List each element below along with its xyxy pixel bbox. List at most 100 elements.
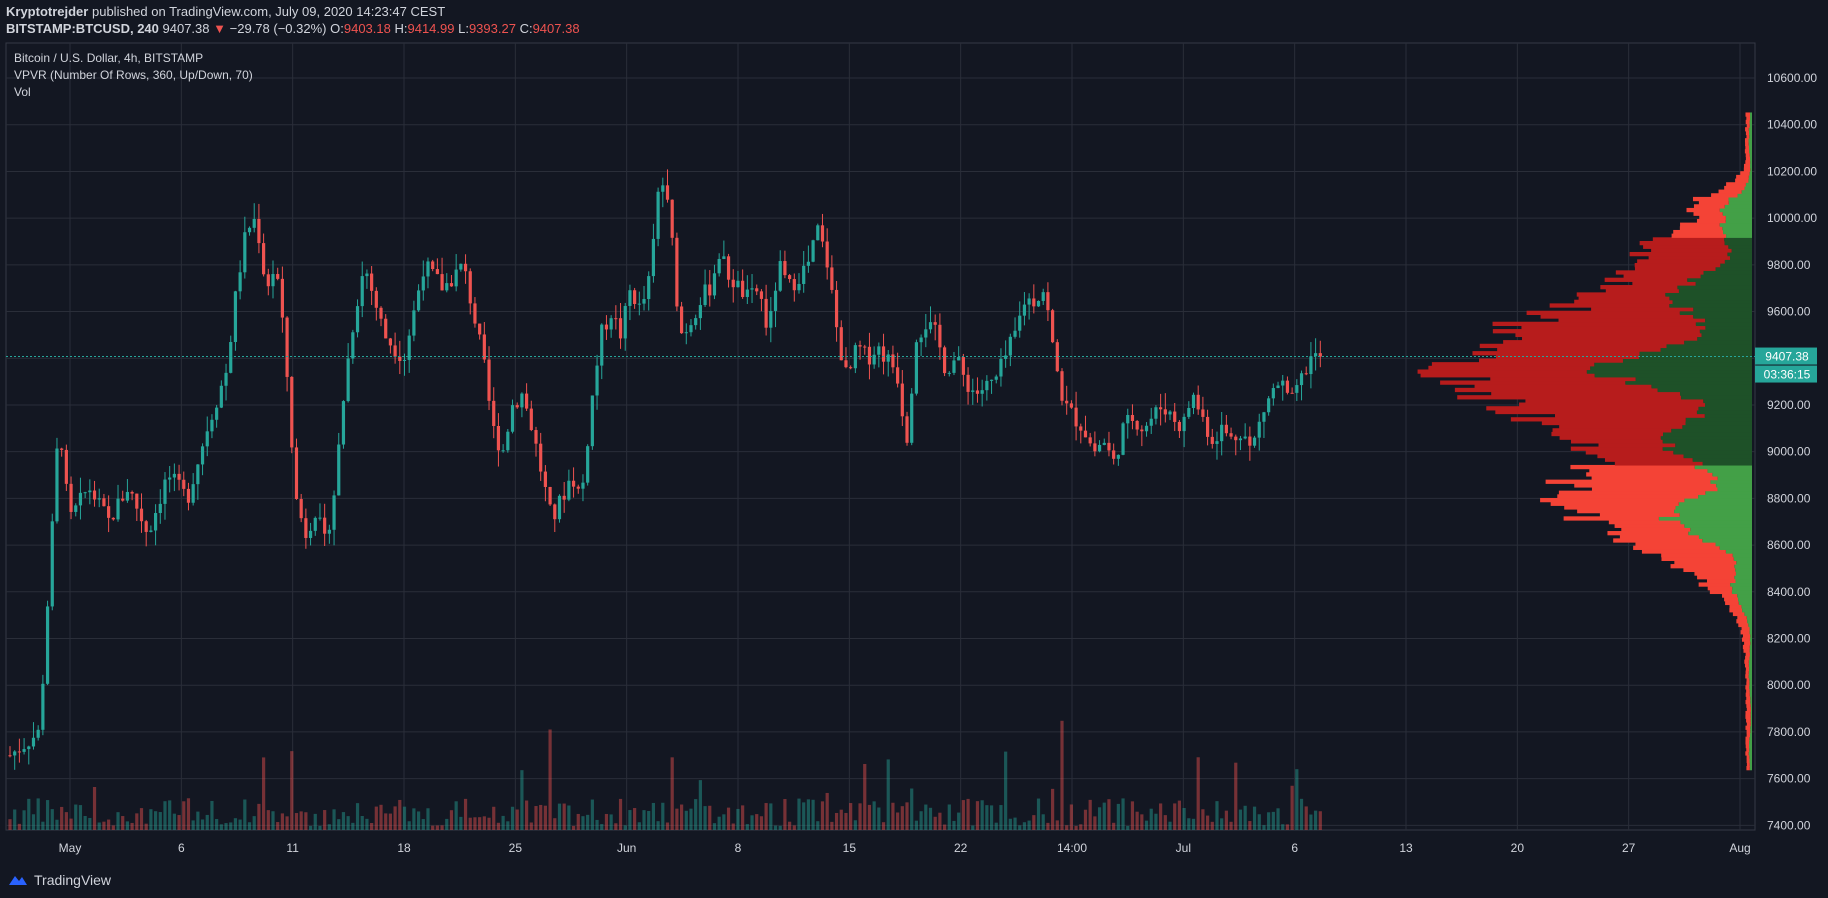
candle-body xyxy=(914,342,919,394)
low-value: 9393.27 xyxy=(468,21,516,36)
last-price: 9407.38 xyxy=(162,21,210,36)
vp-down-row xyxy=(1605,288,1679,293)
candle-body xyxy=(717,258,721,274)
candle-body xyxy=(905,416,909,443)
candlesticks xyxy=(8,169,1322,770)
candle-body xyxy=(759,291,764,299)
vp-down-row xyxy=(1746,123,1750,128)
volume-bar xyxy=(722,814,726,830)
vp-up-row xyxy=(1742,608,1752,613)
candle-body xyxy=(679,306,684,334)
vp-up-row xyxy=(1728,196,1752,202)
x-tick-label: 11 xyxy=(286,841,299,855)
vp-up-row xyxy=(1745,182,1752,187)
candle-body xyxy=(980,390,984,394)
candle-body xyxy=(881,346,886,362)
volume-bar xyxy=(590,799,594,830)
tradingview-logo-icon[interactable] xyxy=(8,873,28,887)
candle-body xyxy=(313,517,317,531)
vp-up-row xyxy=(1722,226,1752,231)
candle-body xyxy=(698,305,702,319)
candle-body xyxy=(1107,442,1111,451)
y-tick-label: 8400.00 xyxy=(1767,585,1811,599)
candle-body xyxy=(919,337,923,343)
candle-body xyxy=(22,749,26,752)
vp-down-row xyxy=(1745,145,1749,150)
candle-body xyxy=(1215,441,1219,444)
vp-down-row xyxy=(1558,318,1706,323)
volume-bars xyxy=(8,720,1322,830)
candle-body xyxy=(741,280,745,297)
candle-body xyxy=(346,358,350,402)
candle-body xyxy=(1290,392,1294,394)
volume-bar xyxy=(759,816,764,830)
volume-bar xyxy=(975,801,980,830)
candle-body xyxy=(1069,403,1073,408)
indicator-legend-vpvr[interactable]: VPVR (Number Of Rows, 360, Up/Down, 70) xyxy=(14,68,253,82)
vp-down-row xyxy=(1492,321,1696,327)
volume-bar xyxy=(1309,814,1313,830)
candle-body xyxy=(985,380,989,391)
vp-down-row xyxy=(1711,193,1738,198)
volume-bar xyxy=(17,823,21,830)
candle-body xyxy=(1159,407,1163,410)
volume-bar xyxy=(374,806,378,830)
candle-body xyxy=(252,218,256,228)
vp-up-row xyxy=(1750,732,1752,738)
chart-title[interactable]: Bitcoin / U.S. Dollar, 4h, BITSTAMP xyxy=(14,51,204,65)
candle-body xyxy=(1121,423,1125,455)
candle-body xyxy=(623,305,627,339)
vp-up-row xyxy=(1749,766,1752,771)
vp-down-row xyxy=(1629,251,1728,257)
candle-body xyxy=(534,430,538,444)
vp-up-row xyxy=(1741,604,1752,609)
candle-body xyxy=(144,521,148,532)
volume-bar xyxy=(1051,788,1055,830)
volume-bar xyxy=(633,808,637,830)
candle-body xyxy=(262,243,266,275)
candle-body xyxy=(50,521,54,607)
indicator-legend-vol[interactable]: Vol xyxy=(14,85,31,99)
candle-body xyxy=(1196,394,1200,410)
vp-up-row xyxy=(1715,266,1752,271)
candle-body xyxy=(97,498,101,500)
candle-body xyxy=(116,498,120,520)
candle-body xyxy=(487,359,491,401)
candle-body xyxy=(177,473,181,480)
footer-brand[interactable]: TradingView xyxy=(34,872,112,888)
vp-up-row xyxy=(1704,413,1752,418)
candle-body xyxy=(515,405,519,408)
candle-body xyxy=(1079,426,1083,431)
candle-body xyxy=(595,365,599,396)
vp-down-row xyxy=(1745,655,1750,661)
volume-bar xyxy=(1177,800,1182,830)
author-name[interactable]: Kryptotrejder xyxy=(6,4,89,19)
volume-bar xyxy=(426,808,430,830)
price-axis[interactable]: 10600.00 10400.00 10200.00 10000.00 9800.00 9… xyxy=(1767,71,1817,832)
candle-body xyxy=(656,191,660,239)
vp-up-row xyxy=(1750,703,1752,708)
vp-down-row xyxy=(1746,718,1751,723)
candle-body xyxy=(1022,304,1027,316)
volume-bar xyxy=(116,812,120,830)
volume-bar xyxy=(191,820,195,830)
candle-body xyxy=(69,483,73,512)
vp-up-row xyxy=(1749,740,1752,745)
vp-down-row xyxy=(1589,468,1708,473)
candle-body xyxy=(1285,380,1290,393)
vp-up-row xyxy=(1749,655,1752,661)
volume-bar xyxy=(1285,824,1290,830)
vp-up-row xyxy=(1665,292,1752,297)
volume-bar xyxy=(942,824,947,830)
volume-bar xyxy=(529,822,533,830)
candle-body xyxy=(755,288,759,292)
candle-body xyxy=(618,318,623,339)
candle-body xyxy=(788,275,792,280)
candle-body xyxy=(543,471,547,487)
price-chart[interactable]: 10600.00 10400.00 10200.00 10000.00 9800.00 9… xyxy=(0,42,1828,864)
time-axis[interactable]: May 6 11 18 25 Jun 8 15 22 14:00 Jul 6 13 20 27 Aug xyxy=(59,841,1751,855)
vp-up-row xyxy=(1733,556,1752,561)
vp-up-row xyxy=(1723,229,1752,235)
vp-down-row xyxy=(1525,398,1704,404)
candle-body xyxy=(365,273,369,277)
